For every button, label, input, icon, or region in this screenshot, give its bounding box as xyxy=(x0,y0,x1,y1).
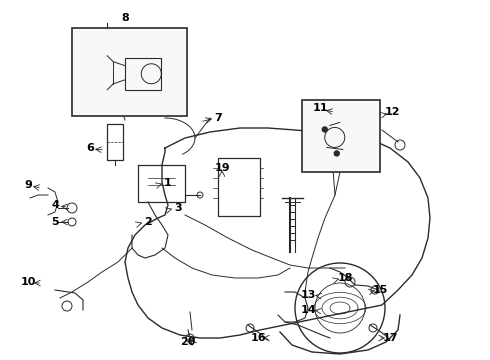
Text: 5: 5 xyxy=(51,217,59,227)
Text: 18: 18 xyxy=(337,273,353,283)
Text: 17: 17 xyxy=(382,333,398,343)
Text: 1: 1 xyxy=(164,178,172,188)
Bar xyxy=(302,100,380,172)
Text: 6: 6 xyxy=(86,143,94,153)
Text: 19: 19 xyxy=(214,163,230,173)
Text: 14: 14 xyxy=(300,305,316,315)
Circle shape xyxy=(322,127,327,132)
Bar xyxy=(107,124,123,160)
Text: 9: 9 xyxy=(24,180,32,190)
Text: 12: 12 xyxy=(384,107,400,117)
Text: 13: 13 xyxy=(300,290,316,300)
Text: 4: 4 xyxy=(51,200,59,210)
Text: 2: 2 xyxy=(144,217,152,227)
Text: 15: 15 xyxy=(372,285,388,295)
Circle shape xyxy=(334,151,339,156)
Bar xyxy=(125,58,161,90)
Text: 11: 11 xyxy=(312,103,328,113)
Text: 10: 10 xyxy=(20,277,36,287)
Text: 8: 8 xyxy=(121,13,129,23)
Text: 7: 7 xyxy=(214,113,222,123)
Text: 20: 20 xyxy=(180,337,196,347)
Bar xyxy=(72,28,187,116)
Bar xyxy=(218,158,260,216)
Text: 16: 16 xyxy=(250,333,266,343)
Text: 3: 3 xyxy=(174,203,182,213)
